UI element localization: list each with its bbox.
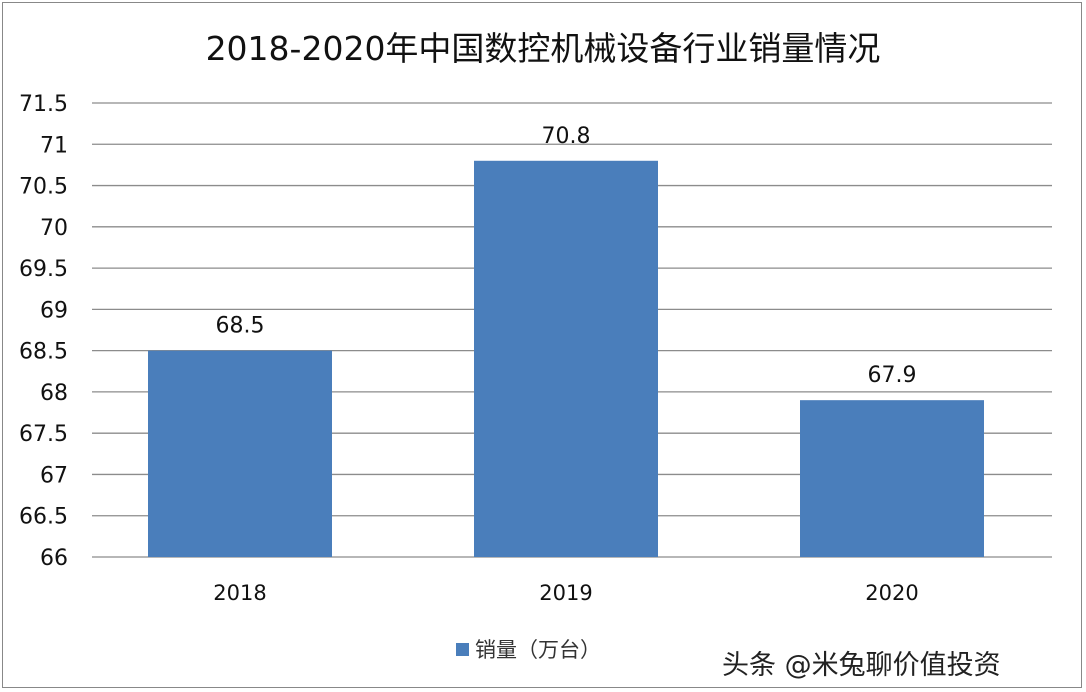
x-tick-label: 2019	[539, 581, 592, 605]
y-tick-label: 71	[40, 133, 68, 158]
watermark: 头条 @米兔聊价值投资	[722, 650, 1001, 681]
y-tick-label: 69	[40, 298, 68, 323]
x-tick-label: 2018	[213, 581, 266, 605]
y-tick-label: 67.5	[19, 422, 68, 447]
data-label: 70.8	[542, 124, 591, 149]
data-label: 68.5	[216, 314, 265, 339]
y-tick-label: 68	[40, 381, 68, 406]
chart-title: 2018-2020年中国数控机械设备行业销量情况	[205, 29, 881, 68]
legend: 销量（万台）	[456, 634, 601, 664]
y-tick-label: 70.5	[19, 175, 68, 200]
y-tick-label: 66.5	[19, 505, 68, 530]
y-tick-label: 68.5	[19, 340, 68, 365]
y-tick-label: 66	[40, 546, 68, 571]
legend-swatch	[456, 642, 469, 656]
bar-2018	[148, 350, 332, 557]
y-tick-label: 69.5	[19, 257, 68, 282]
y-tick-label: 70	[40, 216, 68, 241]
data-label: 67.9	[868, 363, 917, 388]
bar-2020	[800, 400, 984, 557]
y-tick-label: 67	[40, 463, 68, 488]
bar-2019	[474, 160, 658, 558]
x-tick-label: 2020	[865, 581, 918, 605]
legend-label: 销量（万台）	[475, 638, 601, 662]
y-tick-label: 71.5	[19, 92, 68, 117]
